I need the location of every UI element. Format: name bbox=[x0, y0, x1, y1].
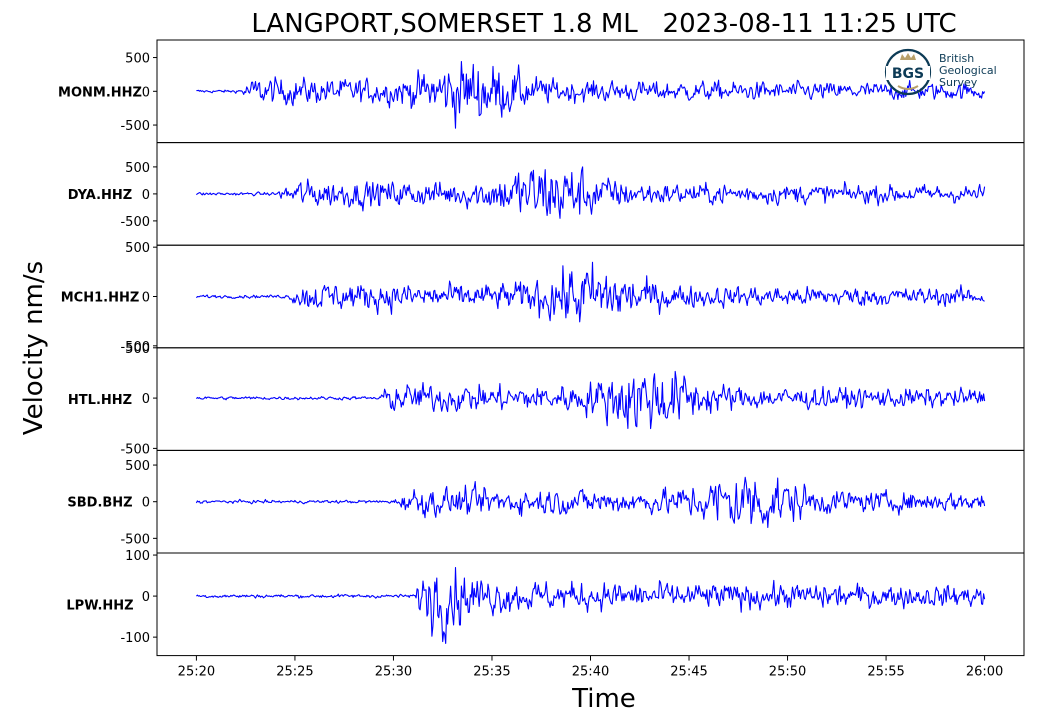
seismogram-trace bbox=[195, 261, 985, 323]
y-tick-label: 0 bbox=[142, 496, 150, 511]
y-tick-label: 0 bbox=[142, 188, 150, 203]
station-label: LPW.HHZ bbox=[66, 598, 133, 613]
x-tick-label: 25:30 bbox=[375, 665, 412, 680]
y-tick-label: 500 bbox=[125, 342, 150, 357]
seismogram-trace bbox=[196, 567, 986, 644]
bgs-logo-line-1: British bbox=[939, 52, 974, 65]
station-label: DYA.HHZ bbox=[68, 188, 132, 203]
x-tick-label: 25:50 bbox=[769, 665, 806, 680]
station-label: MCH1.HHZ bbox=[61, 291, 140, 306]
y-tick-label: 500 bbox=[125, 52, 150, 67]
y-tick-label: 0 bbox=[142, 291, 150, 306]
panel-htl-hhz: HTL.HHZ 500 0 -500 bbox=[68, 342, 1025, 457]
x-axis-label: Time bbox=[571, 684, 636, 714]
bgs-logo-line-3: Survey bbox=[939, 76, 978, 89]
panel-dya-hhz: DYA.HHZ 500 0 -500 bbox=[68, 142, 1025, 246]
y-axis-label: Velocity nm/s bbox=[19, 261, 49, 435]
y-tick-label: 0 bbox=[142, 85, 150, 100]
panel-frame bbox=[156, 552, 1025, 657]
x-tick-label: 25:25 bbox=[276, 665, 313, 680]
y-tick-label: -500 bbox=[120, 119, 150, 134]
chart-title: LANGPORT,SOMERSET 1.8 ML 2023-08-11 11:2… bbox=[251, 9, 956, 39]
y-tick-label: -500 bbox=[120, 340, 150, 355]
x-tick-label: 25:40 bbox=[572, 665, 609, 680]
panel-sbd-bhz: SBD.BHZ 500 0 -500 bbox=[67, 449, 1025, 554]
bgs-logo-initials: BGS bbox=[892, 66, 924, 82]
y-tick-label: 0 bbox=[142, 392, 150, 407]
y-tick-label: -100 bbox=[120, 631, 150, 646]
bgs-logo: BGS British Geological Survey bbox=[884, 48, 997, 96]
y-tick-label: 0 bbox=[142, 590, 150, 605]
crest-icon bbox=[897, 85, 919, 90]
x-tick-label: 25:20 bbox=[178, 665, 215, 680]
panel-mch1-hhz: MCH1.HHZ 500 0 -500 bbox=[61, 241, 1025, 355]
bgs-logo-line-2: Geological bbox=[939, 64, 997, 77]
x-axis-ticks: 25:20 25:25 25:30 25:35 25:40 25:45 25:50 25:55… bbox=[178, 655, 1003, 680]
panel-lpw-hhz: LPW.HHZ 100 0 -100 bbox=[66, 549, 1025, 657]
station-label: HTL.HHZ bbox=[68, 393, 132, 408]
x-tick-label: 25:55 bbox=[867, 665, 904, 680]
y-tick-label: 500 bbox=[125, 161, 150, 176]
y-tick-label: 500 bbox=[125, 459, 150, 474]
crown-icon bbox=[900, 53, 916, 60]
panel-monm-hhz: MONM.HHZ 500 0 -500 bbox=[58, 39, 1025, 144]
x-tick-label: 25:45 bbox=[670, 665, 707, 680]
seismogram-trace bbox=[195, 476, 986, 529]
bgs-logo-band bbox=[886, 66, 930, 80]
y-tick-label: 500 bbox=[125, 241, 150, 256]
seismogram-trace bbox=[195, 166, 986, 219]
x-tick-label: 26:00 bbox=[966, 665, 1003, 680]
station-label: MONM.HHZ bbox=[58, 85, 142, 100]
seismogram-panels: MONM.HHZ 500 0 -500 DYA.HHZ 500 0 -500 MCH1.HHZ 5… bbox=[58, 39, 1025, 657]
seismogram-trace bbox=[195, 370, 986, 430]
y-tick-label: 100 bbox=[125, 549, 150, 564]
x-tick-label: 25:35 bbox=[473, 665, 510, 680]
y-tick-label: -500 bbox=[120, 442, 150, 457]
seismogram-trace bbox=[196, 60, 986, 129]
station-label: SBD.BHZ bbox=[67, 496, 132, 511]
y-tick-label: -500 bbox=[120, 215, 150, 230]
y-tick-label: -500 bbox=[120, 532, 150, 547]
